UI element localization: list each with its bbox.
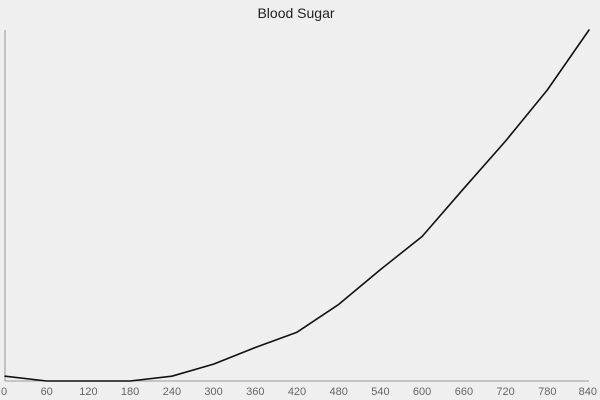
x-tick-labels: 0 60 120 180 240 300 360 420 480 540 600 660 720 780 8… — [1, 386, 597, 398]
series-line-0 — [4, 29, 590, 382]
x-tick-label: 480 — [330, 386, 348, 398]
x-tick-label: 780 — [538, 386, 556, 398]
x-tick-label: 180 — [121, 386, 139, 398]
x-tick-label: 120 — [79, 386, 97, 398]
x-tick-label: 600 — [413, 386, 431, 398]
x-tick-label: 300 — [204, 386, 222, 398]
x-tick-label: 240 — [163, 386, 181, 398]
x-tick-label: 720 — [496, 386, 514, 398]
x-tick-label: 360 — [246, 386, 264, 398]
series-group — [4, 29, 590, 382]
x-tick-label: 420 — [288, 386, 306, 398]
x-tick-label: 840 — [579, 386, 597, 398]
x-tick-label: 540 — [371, 386, 389, 398]
chart-title: Blood Sugar — [257, 5, 334, 21]
x-tick-label: 60 — [41, 386, 53, 398]
x-tick-label: 0 — [1, 386, 7, 398]
x-tick-label: 660 — [455, 386, 473, 398]
